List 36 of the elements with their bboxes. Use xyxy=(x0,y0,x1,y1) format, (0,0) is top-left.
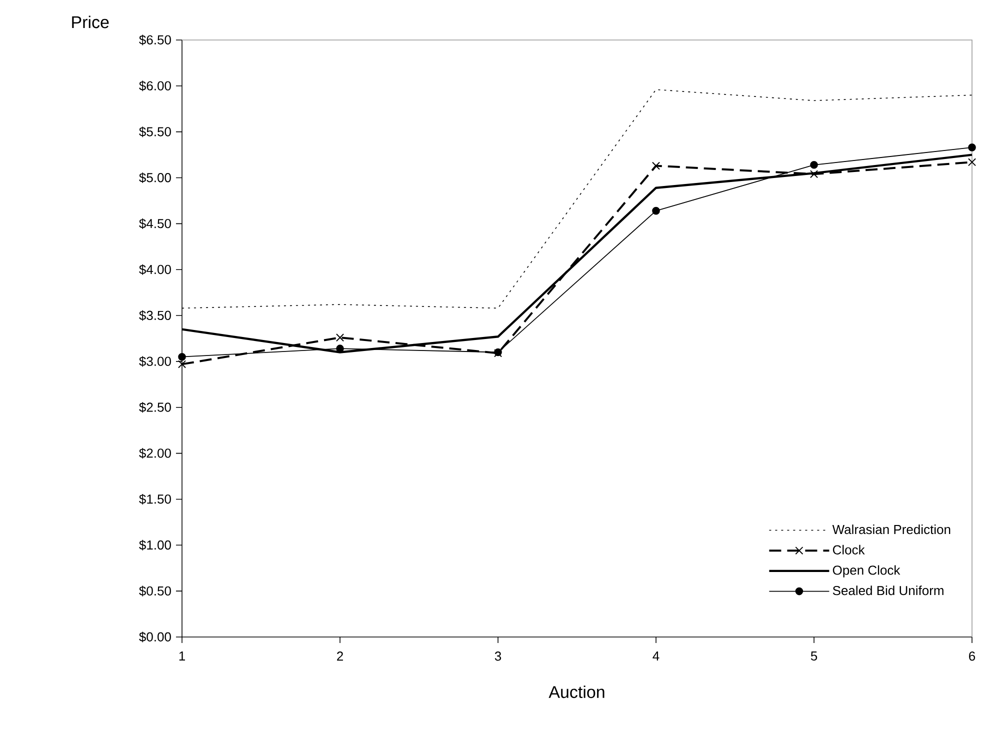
legend-label: Open Clock xyxy=(832,565,900,578)
point xyxy=(652,162,660,170)
legend-label: Sealed Bid Uniform xyxy=(832,586,944,596)
y-tick-label: $4.50 xyxy=(139,218,171,229)
y-tick-label: $4.00 xyxy=(139,264,171,275)
y-tick-label: $6.50 xyxy=(139,34,171,46)
y-axis-title: Price xyxy=(72,16,109,28)
point xyxy=(178,360,186,368)
point xyxy=(336,344,344,352)
y-tick-label: $0.00 xyxy=(139,632,171,642)
point xyxy=(968,144,976,152)
x-axis-title: Auction xyxy=(548,686,604,698)
point xyxy=(968,158,976,166)
legend-label: Walrasian Prediction xyxy=(832,524,950,534)
y-tick-label: $1.50 xyxy=(139,494,171,504)
y-tick-label: $2.00 xyxy=(139,448,171,459)
point xyxy=(810,160,818,169)
point xyxy=(652,206,660,215)
x-tick-label: 4 xyxy=(652,652,660,660)
x-tick-label: 6 xyxy=(969,652,976,661)
y-tick-label: $0.50 xyxy=(139,586,171,596)
y-tick-label: $3.50 xyxy=(139,310,171,321)
y-tick-label: $6.00 xyxy=(139,80,171,92)
y-tick-label: $3.00 xyxy=(139,356,171,367)
x-tick-label: 2 xyxy=(337,652,343,661)
x-tick-label: 1 xyxy=(179,652,185,660)
point xyxy=(178,352,186,361)
x-tick-label: 5 xyxy=(810,652,818,661)
y-tick-label: $1.00 xyxy=(139,540,171,550)
legend-label: Clock xyxy=(832,544,865,554)
y-tick-label: $2.50 xyxy=(139,402,171,413)
point xyxy=(810,170,818,178)
y-tick-label: $5.00 xyxy=(139,172,171,184)
y-tick-label: $5.50 xyxy=(139,126,171,138)
x-tick-label: 3 xyxy=(494,652,502,661)
point xyxy=(336,334,344,342)
